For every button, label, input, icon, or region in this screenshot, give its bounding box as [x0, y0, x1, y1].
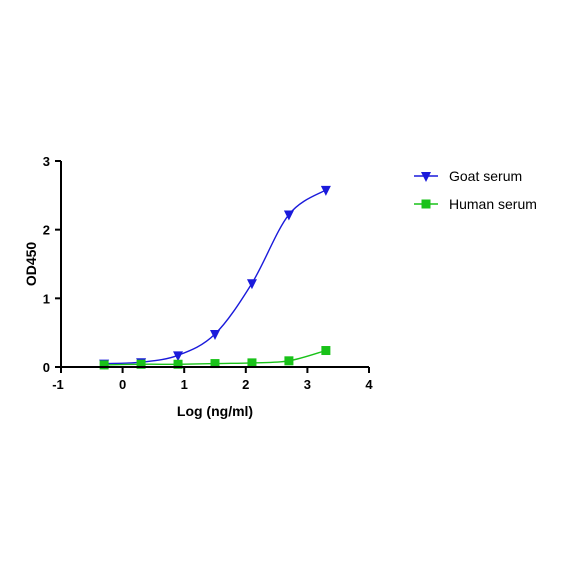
- x-tick-label: 1: [181, 377, 188, 392]
- legend-marker: [421, 199, 431, 209]
- legend-marker: [421, 172, 431, 182]
- y-tick-label: 1: [43, 291, 50, 306]
- y-axis-title: OD450: [23, 242, 39, 287]
- legend-item: Human serum: [414, 196, 537, 212]
- x-tick-label: 2: [242, 377, 249, 392]
- data-point: [320, 185, 331, 196]
- legend: Goat serum Human serum: [414, 168, 537, 212]
- y-axis: 0 1 2 3: [43, 154, 62, 375]
- x-axis-title: Log (ng/ml): [177, 403, 253, 419]
- data-point: [247, 358, 257, 368]
- x-tick-label: 4: [365, 377, 373, 392]
- data-point: [136, 359, 146, 369]
- x-tick-label: 3: [304, 377, 311, 392]
- data-point: [173, 359, 183, 369]
- x-tick-label: -1: [52, 377, 64, 392]
- legend-item: Goat serum: [414, 168, 522, 184]
- y-tick-label: 2: [43, 223, 50, 238]
- data-markers: [99, 185, 331, 370]
- data-point: [173, 351, 184, 362]
- x-axis: -1 0 1 2 3 4: [52, 366, 373, 392]
- data-point: [210, 330, 220, 341]
- data-point: [283, 210, 294, 221]
- data-point: [99, 360, 109, 370]
- y-tick-label: 3: [43, 154, 50, 169]
- x-tick-label: 0: [119, 377, 126, 392]
- legend-label: Goat serum: [449, 168, 522, 184]
- data-point: [210, 359, 220, 369]
- legend-label: Human serum: [449, 196, 537, 212]
- y-tick-label: 0: [43, 360, 50, 375]
- plot-area: [99, 185, 331, 370]
- data-point: [246, 279, 257, 290]
- data-point: [321, 346, 331, 356]
- data-point: [284, 356, 294, 366]
